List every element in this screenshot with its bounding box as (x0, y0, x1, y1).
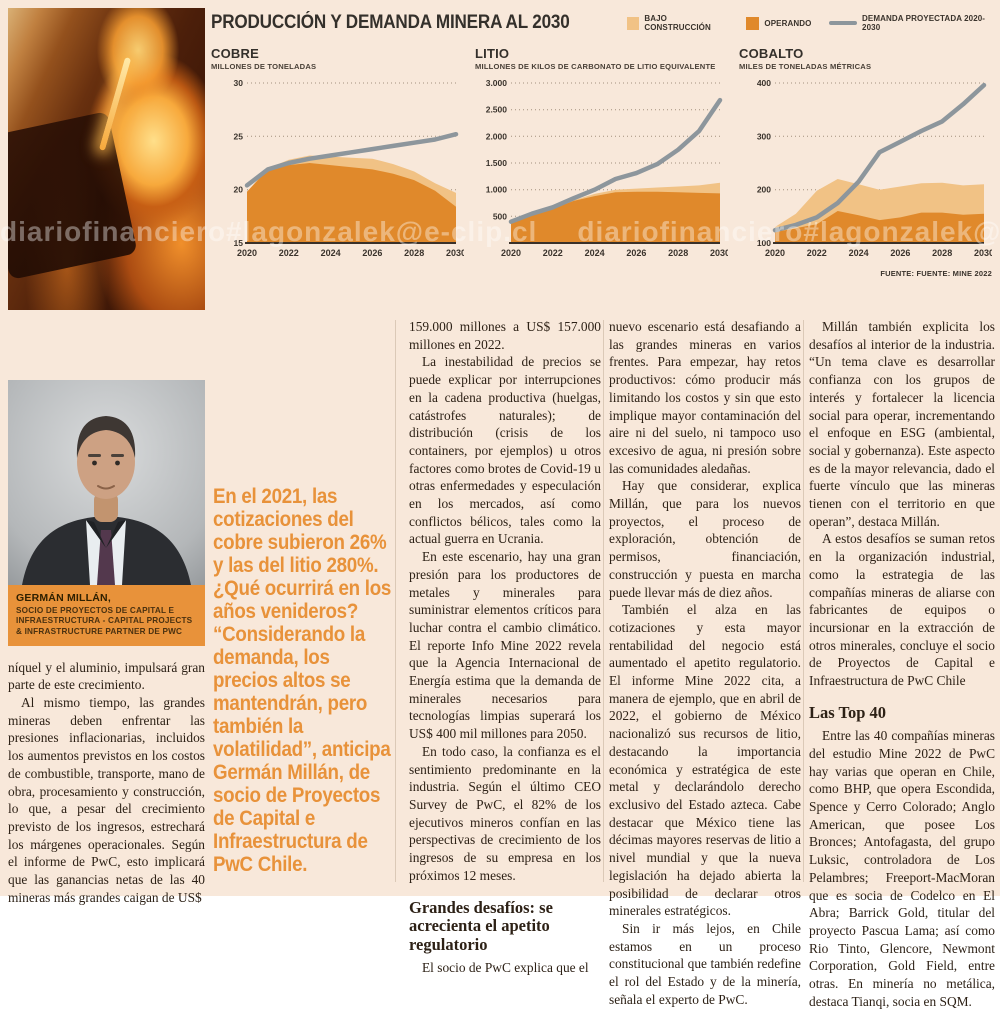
german-millan-portrait (8, 380, 205, 585)
caption-role: SOCIO DE PROYECTOS DE CAPITAL E INFRAEST… (16, 605, 193, 636)
infographic-title: PRODUCCIÓN Y DEMANDA MINERA AL 2030 (211, 12, 570, 33)
chart-legend: BAJO CONSTRUCCIÓN OPERANDO DEMANDA PROYE… (609, 14, 992, 32)
svg-text:2024: 2024 (849, 248, 869, 258)
svg-text:2.000: 2.000 (486, 131, 508, 141)
paragraph: También el alza en las cotizaciones y es… (609, 602, 801, 919)
article-text-column-1: níquel y el aluminio, impulsará gran par… (8, 659, 205, 907)
chart-source: FUENTE: FUENTE: MINE 2022 (880, 269, 992, 278)
chart-litio: LITIO MILLONES DE KILOS DE CARBONATO DE … (475, 46, 728, 265)
paragraph: nuevo escenario está desafiando a las gr… (609, 319, 801, 476)
portrait-caption: GERMÁN MILLÁN, SOCIO DE PROYECTOS DE CAP… (8, 585, 205, 646)
paragraph: Al mismo tiempo, las grandes mineras deb… (8, 695, 205, 905)
subheading: Las Top 40 (809, 702, 887, 722)
caption-name: GERMÁN MILLÁN, (16, 592, 111, 604)
svg-text:2026: 2026 (626, 248, 646, 258)
charts-row: COBRE MILLONES DE TONELADAS 30 25 20 15 2020… (211, 46, 992, 265)
svg-text:500: 500 (493, 211, 507, 221)
svg-text:300: 300 (757, 131, 771, 141)
svg-text:2026: 2026 (362, 248, 382, 258)
legend-item-bajo-construccion: BAJO CONSTRUCCIÓN (627, 14, 728, 32)
legend-item-operando: OPERANDO (746, 16, 811, 30)
subheading: Grandes desafíos: se acrecienta el apeti… (409, 897, 553, 954)
paragraph: 159.000 millones a US$ 157.000 millones … (409, 319, 601, 352)
chart-cobre: COBRE MILLONES DE TONELADAS 30 25 20 15 2020… (211, 46, 464, 265)
chart-title-litio: LITIO (475, 46, 510, 61)
svg-text:400: 400 (757, 78, 771, 88)
paragraph: La inestabilidad de precios se puede exp… (409, 354, 601, 547)
chart-plot-litio: 3.000 2.500 2.000 1.500 1.000 500 2020 2022 2024… (486, 78, 728, 258)
svg-text:30: 30 (234, 78, 244, 88)
legend-line-demanda (829, 21, 858, 25)
chart-subtitle-litio: MILLONES DE KILOS DE CARBONATO DE LITIO … (475, 62, 716, 71)
svg-text:2030: 2030 (974, 248, 992, 258)
svg-text:2020: 2020 (501, 248, 521, 258)
smelter-fire-photo (8, 8, 205, 310)
column-2: En el 2021, las cotizaciones del cobre s… (213, 318, 397, 876)
paragraph: Sin ir más lejos, en Chile estamos en un… (609, 920, 801, 1007)
paragraph: Hay que considerar, explica Millán, que … (609, 478, 801, 600)
svg-text:2022: 2022 (543, 248, 563, 258)
paragraph: A estos desafíos se suman retos en la or… (809, 531, 995, 689)
column-divider (803, 320, 804, 882)
article-text-column-3: nuevo escenario está desafiando a las gr… (609, 318, 801, 1008)
svg-text:2028: 2028 (404, 248, 424, 258)
svg-text:1.500: 1.500 (486, 158, 508, 168)
infographic-header: PRODUCCIÓN Y DEMANDA MINERA AL 2030 BAJO… (211, 8, 992, 38)
svg-text:2024: 2024 (321, 248, 341, 258)
svg-text:1.000: 1.000 (486, 185, 508, 195)
svg-text:15: 15 (234, 238, 244, 248)
newspaper-page: PRODUCCIÓN Y DEMANDA MINERA AL 2030 BAJO… (0, 0, 1000, 896)
svg-text:2026: 2026 (890, 248, 910, 258)
legend-swatch-operando (746, 16, 760, 30)
svg-text:200: 200 (757, 185, 771, 195)
svg-text:2020: 2020 (237, 248, 257, 258)
chart-title-cobalto: COBALTO (739, 46, 804, 61)
svg-text:100: 100 (757, 238, 771, 248)
legend-swatch-bajo-construccion (627, 16, 640, 30)
svg-text:2020: 2020 (765, 248, 785, 258)
pull-quote-text: En el 2021, las cotizaciones del cobre s… (213, 485, 392, 876)
svg-text:2024: 2024 (585, 248, 605, 258)
svg-text:2030: 2030 (710, 248, 728, 258)
svg-text:2022: 2022 (279, 248, 299, 258)
chart-subtitle-cobre: MILLONES DE TONELADAS (211, 62, 317, 71)
paragraph: El socio de PwC explica que el (422, 960, 589, 975)
svg-text:2.500: 2.500 (486, 105, 508, 115)
paragraph: En este escenario, hay una gran presión … (409, 549, 601, 742)
article-text-column-4: Millán también explicita los desafíos al… (809, 318, 995, 1011)
chart-subtitle-cobalto: MILES DE TONELADAS MÉTRICAS (739, 62, 872, 71)
paragraph: Millán también explicita los desafíos al… (809, 319, 995, 529)
svg-text:2022: 2022 (807, 248, 827, 258)
paragraph: En todo caso, la confianza es el sentimi… (409, 743, 601, 883)
article-body: GERMÁN MILLÁN, SOCIO DE PROYECTOS DE CAP… (0, 318, 1000, 1009)
svg-text:25: 25 (234, 131, 244, 141)
legend-item-demanda: DEMANDA PROYECTADA 2020-2030 (829, 14, 992, 32)
svg-text:2028: 2028 (932, 248, 952, 258)
infographic-panel: PRODUCCIÓN Y DEMANDA MINERA AL 2030 BAJO… (211, 8, 992, 278)
article-text-column-2: 159.000 millones a US$ 157.000 millones … (409, 318, 601, 977)
portrait-illustration (8, 380, 205, 585)
pull-quote: En el 2021, las cotizaciones del cobre s… (213, 485, 397, 876)
svg-text:3.000: 3.000 (486, 78, 508, 88)
chart-cobalto: COBALTO MILES DE TONELADAS MÉTRICAS 400 3… (739, 46, 992, 265)
paragraph: Entre las 40 compañías mineras del estud… (809, 728, 995, 1009)
column-divider (395, 320, 396, 882)
svg-text:2028: 2028 (668, 248, 688, 258)
paragraph: níquel y el aluminio, impulsará gran par… (8, 659, 205, 693)
svg-text:2030: 2030 (446, 248, 464, 258)
chart-title-cobre: COBRE (211, 46, 259, 61)
column-1: GERMÁN MILLÁN, SOCIO DE PROYECTOS DE CAP… (8, 318, 205, 906)
column-divider (603, 320, 604, 882)
svg-text:20: 20 (234, 185, 244, 195)
